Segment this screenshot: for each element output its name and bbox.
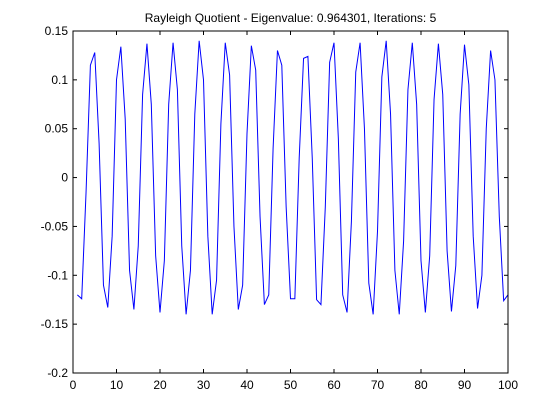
y-tick-label: -0.15 — [41, 317, 69, 331]
y-tick-label: -0.2 — [47, 366, 68, 380]
x-tick-label: 50 — [284, 378, 298, 392]
x-tick-label: 40 — [240, 378, 254, 392]
y-tick-label: 0.05 — [45, 122, 69, 136]
y-tick-label: 0 — [61, 171, 68, 185]
y-tick-label: -0.05 — [41, 219, 69, 233]
chart-title: Rayleigh Quotient - Eigenvalue: 0.964301… — [145, 11, 437, 25]
x-tick-label: 10 — [110, 378, 124, 392]
x-tick-label: 100 — [498, 378, 518, 392]
x-tick-label: 60 — [327, 378, 341, 392]
plot-area — [73, 31, 508, 373]
y-tick-label: 0.15 — [45, 24, 69, 38]
x-tick-label: 30 — [197, 378, 211, 392]
x-tick-label: 70 — [371, 378, 385, 392]
y-tick-label: -0.1 — [47, 268, 68, 282]
x-tick-label: 20 — [153, 378, 167, 392]
x-tick-label: 90 — [458, 378, 472, 392]
x-tick-label: 80 — [414, 378, 428, 392]
x-tick-label: 0 — [70, 378, 77, 392]
y-tick-label: 0.1 — [51, 73, 68, 87]
